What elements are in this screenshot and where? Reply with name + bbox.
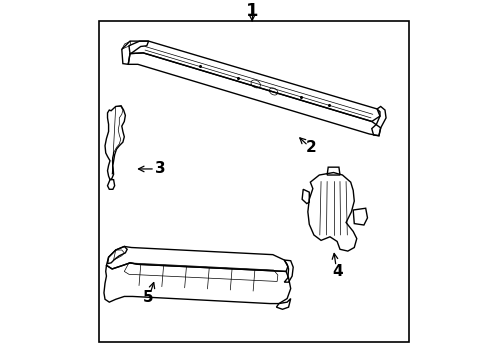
Text: 5: 5	[143, 290, 154, 305]
Text: 2: 2	[306, 140, 317, 155]
Text: 3: 3	[155, 161, 165, 176]
Text: 4: 4	[332, 264, 343, 279]
Bar	[98, 21, 409, 342]
Text: 1: 1	[246, 2, 258, 20]
